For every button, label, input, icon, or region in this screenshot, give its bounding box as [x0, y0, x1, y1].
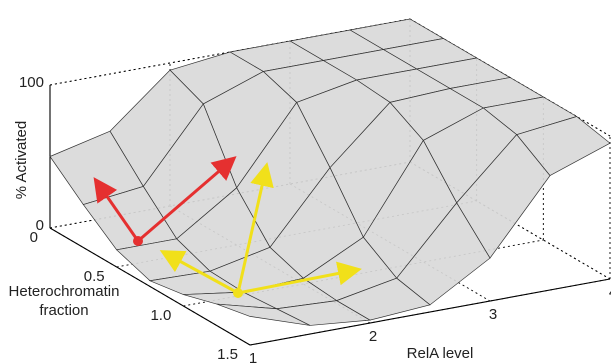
y-axis-label: Heterochromatin fraction — [8, 283, 120, 319]
x-tick-label: 1 — [249, 350, 257, 363]
y-tick-label: 0 — [30, 229, 38, 246]
x-axis-label: RelA level — [407, 345, 474, 362]
y-tick-label: 1.5 — [217, 346, 238, 363]
arrow — [137, 156, 237, 243]
annotation-arrows — [93, 156, 362, 298]
z-tick-label: 0 — [36, 217, 44, 234]
grid-line — [49, 227, 251, 346]
arrow-origin — [133, 236, 143, 246]
surface-cell — [216, 303, 311, 326]
z-tick-label: 100 — [19, 74, 44, 91]
arrow — [237, 261, 362, 295]
x-tick-label: 4 — [609, 284, 611, 301]
x-tick-label: 3 — [489, 306, 497, 323]
grid-line — [249, 278, 611, 346]
arrow-origin — [233, 288, 243, 298]
arrow — [236, 162, 274, 294]
x-tick-label: 2 — [369, 328, 377, 345]
z-axis-label: % Activated — [13, 121, 30, 199]
labels: % Activated RelA level — [13, 121, 473, 362]
arrow — [93, 177, 140, 242]
y-tick-label: 1.0 — [150, 307, 171, 324]
arrow — [159, 250, 239, 295]
surface — [49, 18, 611, 326]
y-tick-label: 0.5 — [84, 268, 105, 285]
